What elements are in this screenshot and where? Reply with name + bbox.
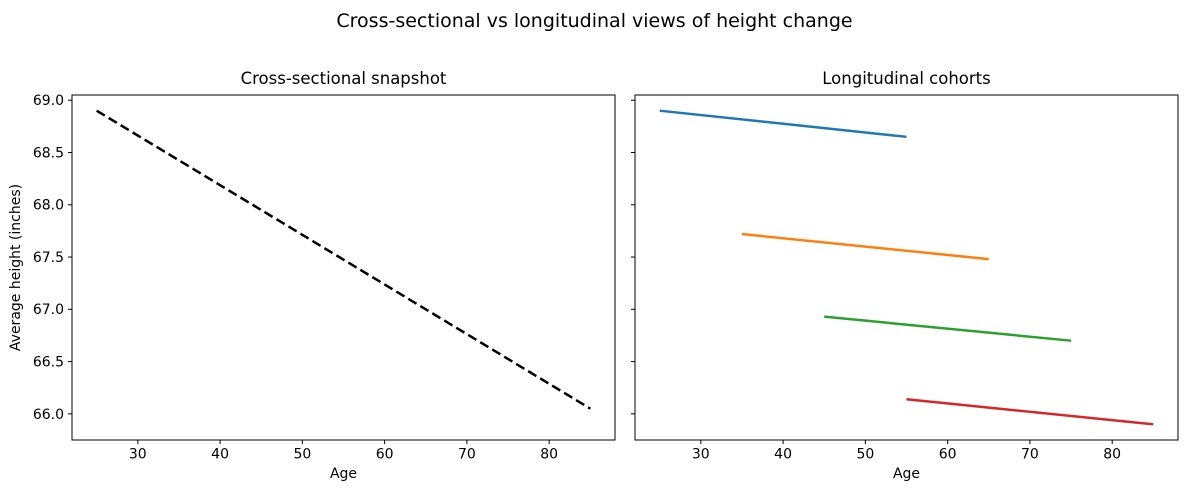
x-tick-label: 60 — [939, 447, 957, 463]
x-tick-label: 50 — [856, 447, 874, 463]
axes-frame — [71, 94, 616, 441]
series-line-cohort-1-blue — [659, 109, 907, 139]
x-tick-label: 80 — [540, 447, 558, 463]
x-tick-label: 30 — [692, 447, 710, 463]
x-tick-label: 50 — [293, 447, 311, 463]
subplot-title: Cross-sectional snapshot — [241, 69, 447, 88]
x-axis-label: Age — [893, 466, 920, 482]
y-tick-label: 66.5 — [33, 354, 64, 370]
x-tick-label: 30 — [129, 447, 147, 463]
x-tick-label: 70 — [1021, 447, 1039, 463]
y-tick-label: 67.0 — [33, 302, 64, 318]
figure-suptitle: Cross-sectional vs longitudinal views of… — [336, 10, 853, 32]
x-tick-label: 70 — [458, 447, 476, 463]
y-tick-label: 68.0 — [33, 198, 64, 214]
series-line-cohort-3-green — [824, 315, 1072, 342]
y-tick-label: 68.5 — [33, 145, 64, 161]
axes-frame — [634, 94, 1179, 441]
series-line-cohort-4-red — [906, 397, 1154, 426]
y-tick-label: 69.0 — [33, 93, 64, 109]
x-axis-label: Age — [330, 466, 357, 482]
x-tick-label: 40 — [211, 447, 229, 463]
subplot-title: Longitudinal cohorts — [822, 69, 990, 88]
x-tick-label: 80 — [1103, 447, 1121, 463]
y-axis-label: Average height (inches) — [8, 184, 24, 351]
y-tick-label: 67.5 — [33, 250, 64, 266]
x-tick-label: 40 — [774, 447, 792, 463]
series-line-cohort-2-orange — [741, 232, 989, 261]
series-line-cross-sectional-line — [96, 109, 591, 410]
x-tick-label: 60 — [376, 447, 394, 463]
y-tick-label: 66.0 — [33, 407, 64, 423]
